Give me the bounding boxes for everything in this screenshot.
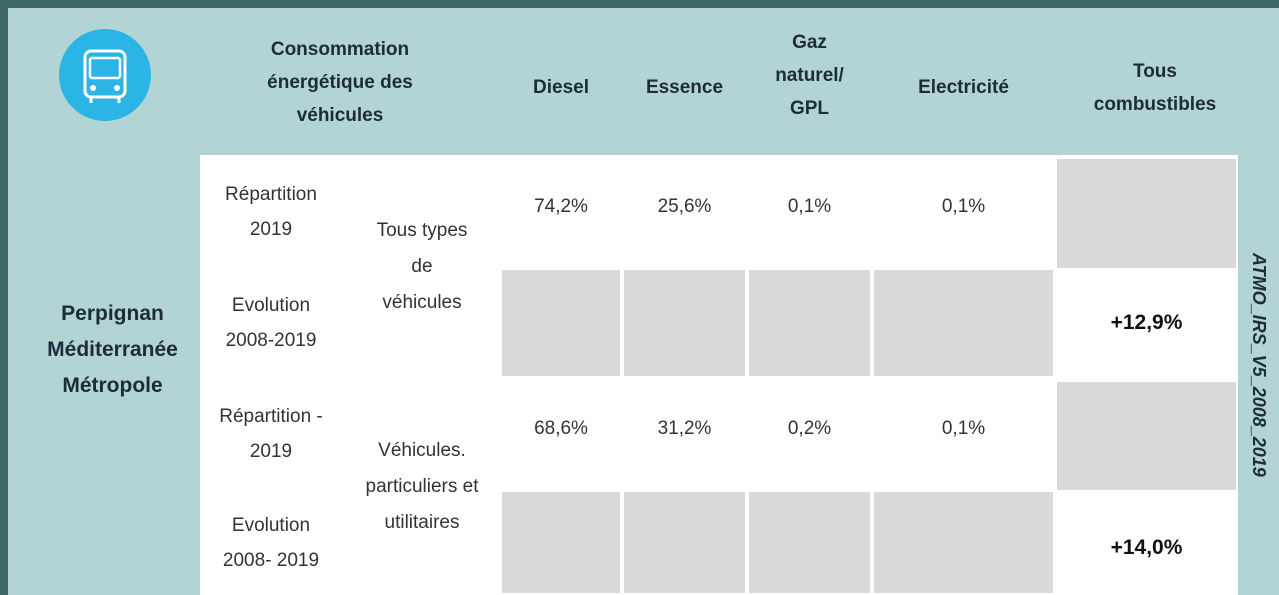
cell-value: 74,2% [534, 195, 588, 217]
column-header: Tous combustibles [1093, 60, 1217, 115]
bus-icon [59, 29, 151, 121]
empty-cell [1057, 159, 1236, 268]
top-border [0, 0, 1279, 8]
header-band [8, 8, 1279, 155]
empty-cell [624, 492, 745, 593]
territory-band [8, 155, 200, 595]
vehicle-type: Véhicules. particuliers et utilitaires [365, 439, 479, 533]
cell-value: 0,1% [787, 195, 832, 217]
column-header: Electricité [918, 77, 1009, 98]
total-value: +12,9% [1110, 311, 1183, 334]
empty-cell [749, 492, 870, 593]
cell-value: 68,6% [534, 418, 588, 439]
cell-value: 0,2% [787, 418, 832, 439]
empty-cell [624, 270, 745, 376]
header-title: Consommation énergétique des véhicules [267, 39, 413, 126]
column-header: Gaz naturel/ GPL [775, 31, 844, 119]
column-header: Essence [645, 77, 724, 98]
cell-value: 31,2% [657, 418, 712, 439]
empty-cell [874, 270, 1053, 376]
source: ATMO_IRS_V5_2008_2019 [1249, 253, 1269, 477]
territory: Perpignan Méditerranée Métropole [47, 302, 178, 397]
left-border [0, 0, 8, 595]
total-value: +14,0% [1110, 535, 1183, 559]
cell-value: 0,1% [941, 195, 986, 217]
empty-cell [1057, 382, 1236, 490]
row-label: Evolution 2008-2019 [225, 295, 317, 351]
source-band [1238, 155, 1279, 595]
row-label: Répartition 2019 [225, 183, 317, 240]
empty-cell [749, 270, 870, 376]
cell-value: 0,1% [941, 418, 986, 439]
empty-cell [874, 492, 1053, 593]
empty-cell [502, 492, 620, 593]
cell-value: 25,6% [657, 195, 712, 217]
empty-cell [502, 270, 620, 376]
vehicle-type: Tous types de véhicules [376, 219, 468, 313]
row-label: Répartition - 2019 [219, 406, 323, 462]
row-label: Evolution 2008- 2019 [222, 514, 320, 571]
column-header: Diesel [533, 77, 589, 98]
